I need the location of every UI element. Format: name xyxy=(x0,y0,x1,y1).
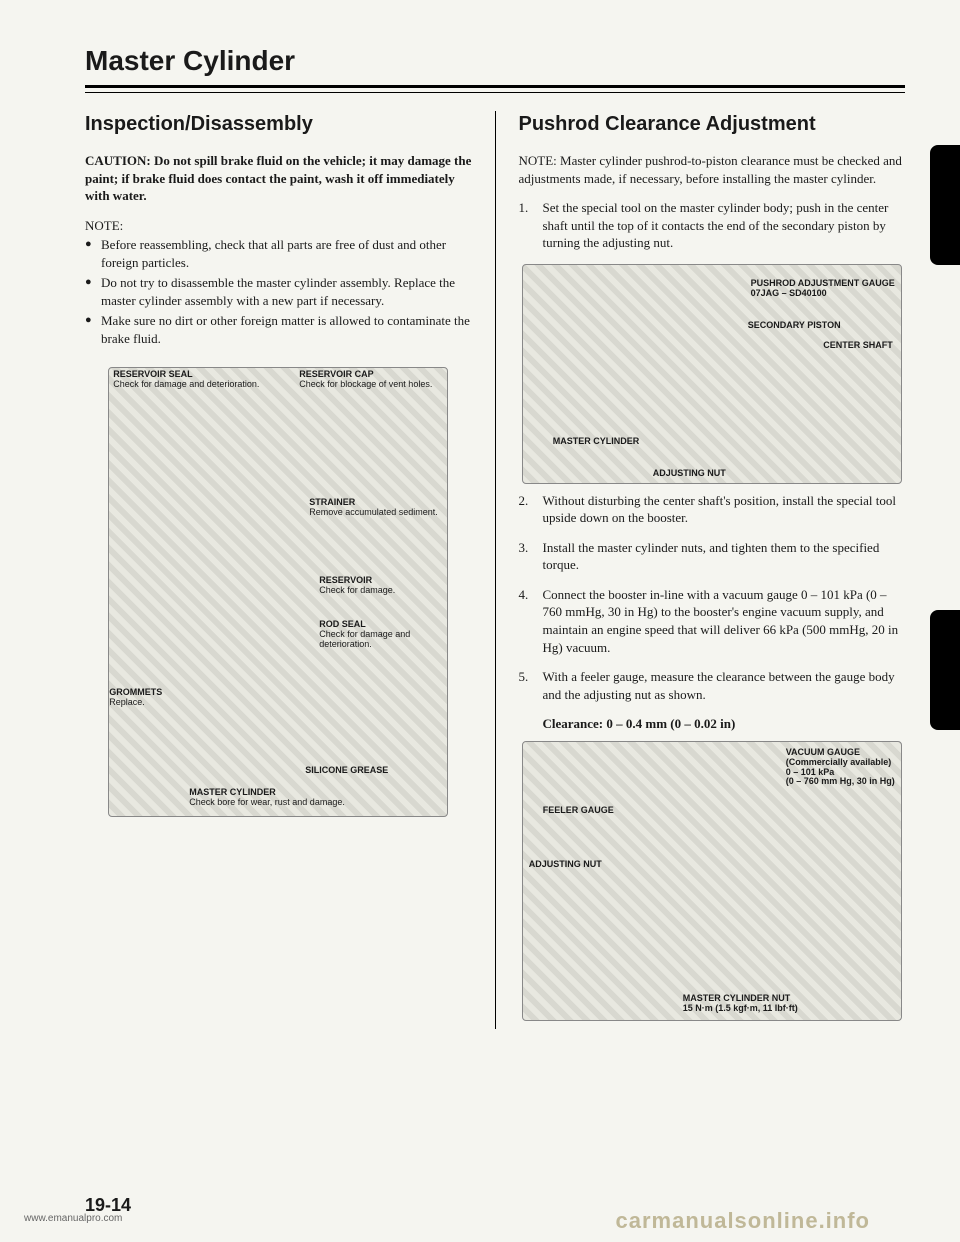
callout-adjusting-nut: ADJUSTING NUT xyxy=(653,469,726,479)
step-item: 1.Set the special tool on the master cyl… xyxy=(519,199,906,252)
left-column: Inspection/Disassembly CAUTION: Do not s… xyxy=(85,111,472,1029)
step-item: 2.Without disturbing the center shaft's … xyxy=(519,492,906,527)
exploded-view-diagram: RESERVOIR SEAL Check for damage and dete… xyxy=(108,367,448,817)
note-text: NOTE: Master cylinder pushrod-to-piston … xyxy=(519,152,906,187)
bullet-item: Before reassembling, check that all part… xyxy=(85,236,472,271)
caution-text: CAUTION: Do not spill brake fluid on the… xyxy=(85,152,472,205)
callout-rod-seal: ROD SEAL Check for damage and deteriorat… xyxy=(319,620,447,650)
callout-silicone: SILICONE GREASE xyxy=(305,766,388,776)
callout-reservoir-seal: RESERVOIR SEAL Check for damage and dete… xyxy=(113,370,259,390)
section-heading: Inspection/Disassembly xyxy=(85,111,472,138)
edge-tab xyxy=(930,145,960,265)
bullet-item: Make sure no dirt or other foreign matte… xyxy=(85,312,472,347)
callout-reservoir-cap: RESERVOIR CAP Check for blockage of vent… xyxy=(299,370,432,390)
callout-grommets: GROMMETS Replace. xyxy=(109,688,162,708)
edge-tabs xyxy=(925,0,960,1242)
figure-2: PUSHROD ADJUSTMENT GAUGE 07JAG – SD40100… xyxy=(519,264,906,484)
step-item: 5.With a feeler gauge, measure the clear… xyxy=(519,668,906,703)
callout-adjusting-nut: ADJUSTING NUT xyxy=(529,860,602,870)
right-column: Pushrod Clearance Adjustment NOTE: Maste… xyxy=(519,111,906,1029)
rule-thin xyxy=(85,92,905,93)
callout-feeler-gauge: FEELER GAUGE xyxy=(543,806,614,816)
callout-vacuum-gauge: VACUUM GAUGE (Commercially available) 0 … xyxy=(786,748,895,788)
watermark-source: www.emanualpro.com xyxy=(24,1213,122,1224)
section-heading: Pushrod Clearance Adjustment xyxy=(519,111,906,138)
callout-strainer: STRAINER Remove accumulated sediment. xyxy=(309,498,438,518)
figure-1: RESERVOIR SEAL Check for damage and dete… xyxy=(85,361,472,823)
procedure-steps: 1.Set the special tool on the master cyl… xyxy=(519,199,906,252)
callout-master-cylinder: MASTER CYLINDER xyxy=(553,437,640,447)
manual-page: Master Cylinder Inspection/Disassembly C… xyxy=(0,0,960,1242)
edge-tab xyxy=(930,610,960,730)
pushrod-gauge-diagram: PUSHROD ADJUSTMENT GAUGE 07JAG – SD40100… xyxy=(522,264,902,484)
callout-master-cyl-nut: MASTER CYLINDER NUT 15 N·m (1.5 kgf·m, 1… xyxy=(683,994,798,1014)
callout-pushrod-gauge: PUSHROD ADJUSTMENT GAUGE 07JAG – SD40100 xyxy=(751,279,895,299)
clearance-spec: Clearance: 0 – 0.4 mm (0 – 0.02 in) xyxy=(519,715,906,733)
step-item: 3.Install the master cylinder nuts, and … xyxy=(519,539,906,574)
columns: Inspection/Disassembly CAUTION: Do not s… xyxy=(85,111,905,1029)
callout-reservoir: RESERVOIR Check for damage. xyxy=(319,576,395,596)
callout-master-cylinder: MASTER CYLINDER Check bore for wear, rus… xyxy=(189,788,345,808)
figure-3: VACUUM GAUGE (Commercially available) 0 … xyxy=(519,741,906,1021)
note-bullets: Before reassembling, check that all part… xyxy=(85,236,472,347)
bullet-item: Do not try to disassemble the master cyl… xyxy=(85,274,472,309)
procedure-steps: 2.Without disturbing the center shaft's … xyxy=(519,492,906,703)
watermark-site: carmanualsonline.info xyxy=(616,1208,871,1234)
callout-secondary-piston: SECONDARY PISTON xyxy=(748,321,841,331)
rule-thick xyxy=(85,85,905,88)
step-item: 4.Connect the booster in-line with a vac… xyxy=(519,586,906,656)
booster-clearance-diagram: VACUUM GAUGE (Commercially available) 0 … xyxy=(522,741,902,1021)
note-label: NOTE: xyxy=(85,217,472,235)
column-divider xyxy=(495,111,496,1029)
page-title: Master Cylinder xyxy=(85,45,905,77)
callout-center-shaft: CENTER SHAFT xyxy=(823,341,893,351)
